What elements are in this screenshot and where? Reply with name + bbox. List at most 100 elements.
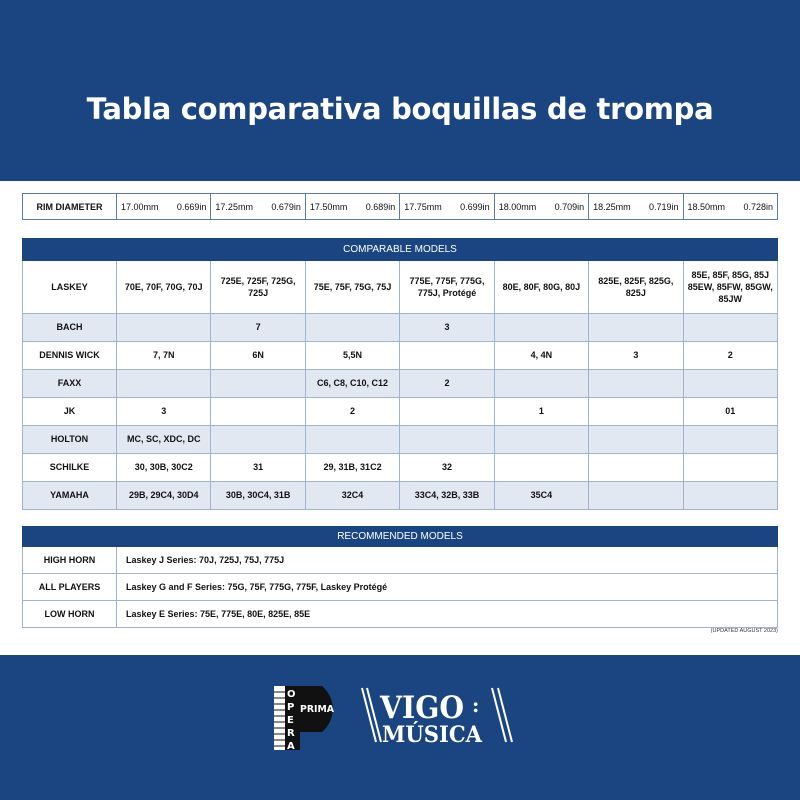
rim-value: 17.25mm 0.679in <box>210 193 306 220</box>
model-cell <box>210 425 306 454</box>
model-cell: 5,5N <box>304 341 401 370</box>
model-cell: 31 <box>210 453 306 482</box>
model-cell <box>493 369 590 398</box>
model-cell <box>682 453 779 482</box>
comparable-models-header: COMPARABLE MODELS <box>22 238 778 261</box>
model-cell: MC, SC, XDC, DC <box>115 425 212 454</box>
rim-in: 0.689in <box>365 201 396 212</box>
model-cell: 7, 7N <box>115 341 212 370</box>
player-label: LOW HORN <box>22 600 117 628</box>
rim-value: 17.75mm 0.699in <box>399 193 495 220</box>
model-cell <box>588 481 684 510</box>
rim-in: 0.669in <box>176 201 207 212</box>
svg-text:O: O <box>287 689 296 700</box>
model-cell <box>399 397 495 426</box>
model-cell: 29B, 29C4, 30D4 <box>115 481 212 510</box>
recommendation-text: Laskey G and F Series: 75G, 75F, 775G, 7… <box>116 573 778 601</box>
footer-banner <box>0 655 800 800</box>
rim-diameter-table: RIM DIAMETER 17.00mm 0.669in 17.25mm 0.679i… <box>22 193 779 220</box>
model-cell: 3 <box>588 341 684 370</box>
model-cell: 70E, 70F, 70G, 70J <box>115 260 212 314</box>
rim-in: 0.699in <box>460 201 490 212</box>
model-cell <box>304 313 401 342</box>
model-cell <box>115 313 212 342</box>
model-cell <box>304 425 401 454</box>
brand-label: LASKEY <box>22 260 117 314</box>
model-cell <box>115 369 212 398</box>
recommended-models-table: RECOMMENDED MODELS HIGH HORN Laskey J Ser… <box>22 526 778 628</box>
model-cell <box>493 453 590 482</box>
model-cell: C6, C8, C10, C12 <box>304 369 401 398</box>
rim-mm: 17.00mm <box>121 201 159 212</box>
brand-label: JK <box>22 397 117 426</box>
svg-text::: : <box>472 693 479 717</box>
model-cell: 29, 31B, 31C2 <box>304 453 401 482</box>
model-cell <box>682 369 779 398</box>
rim-mm: 17.75mm <box>404 201 442 212</box>
model-cell: 2 <box>399 369 495 398</box>
svg-text:R: R <box>287 728 295 739</box>
model-cell: 7 <box>210 313 306 342</box>
table-row: ALL PLAYERS Laskey G and F Series: 75G, 7… <box>22 573 778 601</box>
table-row: JK 3 2 1 01 <box>22 397 779 426</box>
player-label: HIGH HORN <box>22 546 117 574</box>
svg-text:E: E <box>287 715 294 726</box>
updated-note: (UPDATED AUGUST 2023) <box>710 628 778 634</box>
player-label: ALL PLAYERS <box>22 573 117 601</box>
rim-diameter-label: RIM DIAMETER <box>22 193 117 220</box>
model-cell: 6N <box>210 341 306 370</box>
rim-in: 0.719in <box>649 201 679 212</box>
rim-mm: 18.25mm <box>593 201 631 212</box>
model-cell <box>210 369 306 398</box>
model-cell: 2 <box>304 397 401 426</box>
rim-mm: 18.00mm <box>498 201 537 212</box>
model-cell <box>399 425 495 454</box>
model-cell: 3 <box>115 397 212 426</box>
rim-mm: 17.50mm <box>309 201 348 212</box>
comparable-models-table: COMPARABLE MODELS LASKEY 70E, 70F, 70G, 7… <box>22 238 779 510</box>
model-cell: 4, 4N <box>493 341 590 370</box>
rim-value: 17.00mm 0.669in <box>115 193 212 220</box>
model-cell: 85E, 85F, 85G, 85J 85EW, 85FW, 85GW, 85J… <box>682 260 779 314</box>
table-row: LOW HORN Laskey E Series: 75E, 775E, 80E,… <box>22 600 778 628</box>
rim-value: 18.25mm 0.719in <box>588 193 684 220</box>
header-banner <box>0 0 800 181</box>
model-cell: 825E, 825F, 825G, 825J <box>588 260 684 314</box>
brand-label: HOLTON <box>22 425 117 454</box>
svg-text:VIGO: VIGO <box>379 690 464 726</box>
svg-text:MÚSICA: MÚSICA <box>382 721 483 748</box>
model-cell: 35C4 <box>493 481 590 510</box>
rim-mm: 18.50mm <box>687 201 726 212</box>
rim-value: 17.50mm 0.689in <box>304 193 401 220</box>
model-cell: 32 <box>399 453 495 482</box>
model-cell: 01 <box>682 397 779 426</box>
rim-mm: 17.25mm <box>215 201 253 212</box>
brand-label: SCHILKE <box>22 453 117 482</box>
table-row: DENNIS WICK 7, 7N 6N 5,5N 4, 4N 3 2 <box>22 341 779 370</box>
model-cell <box>682 481 779 510</box>
table-row: BACH 7 3 <box>22 313 779 342</box>
table-row: YAMAHA 29B, 29C4, 30D4 30B, 30C4, 31B 32C4 3… <box>22 481 779 510</box>
model-cell <box>493 313 590 342</box>
model-cell: 1 <box>493 397 590 426</box>
recommendation-text: Laskey E Series: 75E, 775E, 80E, 825E, 8… <box>116 600 778 628</box>
table-row: HIGH HORN Laskey J Series: 70J, 725J, 75J… <box>22 546 778 574</box>
model-cell <box>588 369 684 398</box>
model-cell <box>682 425 779 454</box>
model-cell <box>682 313 779 342</box>
brand-label: DENNIS WICK <box>22 341 117 370</box>
model-cell <box>588 313 684 342</box>
table-row: FAXX C6, C8, C10, C12 2 <box>22 369 779 398</box>
table-row: HOLTON MC, SC, XDC, DC <box>22 425 779 454</box>
svg-text:P: P <box>287 702 294 713</box>
model-cell: 75E, 75F, 75G, 75J <box>304 260 401 314</box>
model-cell: 2 <box>682 341 779 370</box>
svg-text:PRIMA: PRIMA <box>300 704 334 715</box>
model-cell: 80E, 80F, 80G, 80J <box>493 260 590 314</box>
model-cell: 775E, 775F, 775G, 775J, Protégé <box>399 260 495 314</box>
rim-in: 0.709in <box>554 201 585 212</box>
rim-in: 0.728in <box>743 201 773 212</box>
model-cell <box>399 341 495 370</box>
rim-value: 18.50mm 0.728in <box>682 193 779 220</box>
